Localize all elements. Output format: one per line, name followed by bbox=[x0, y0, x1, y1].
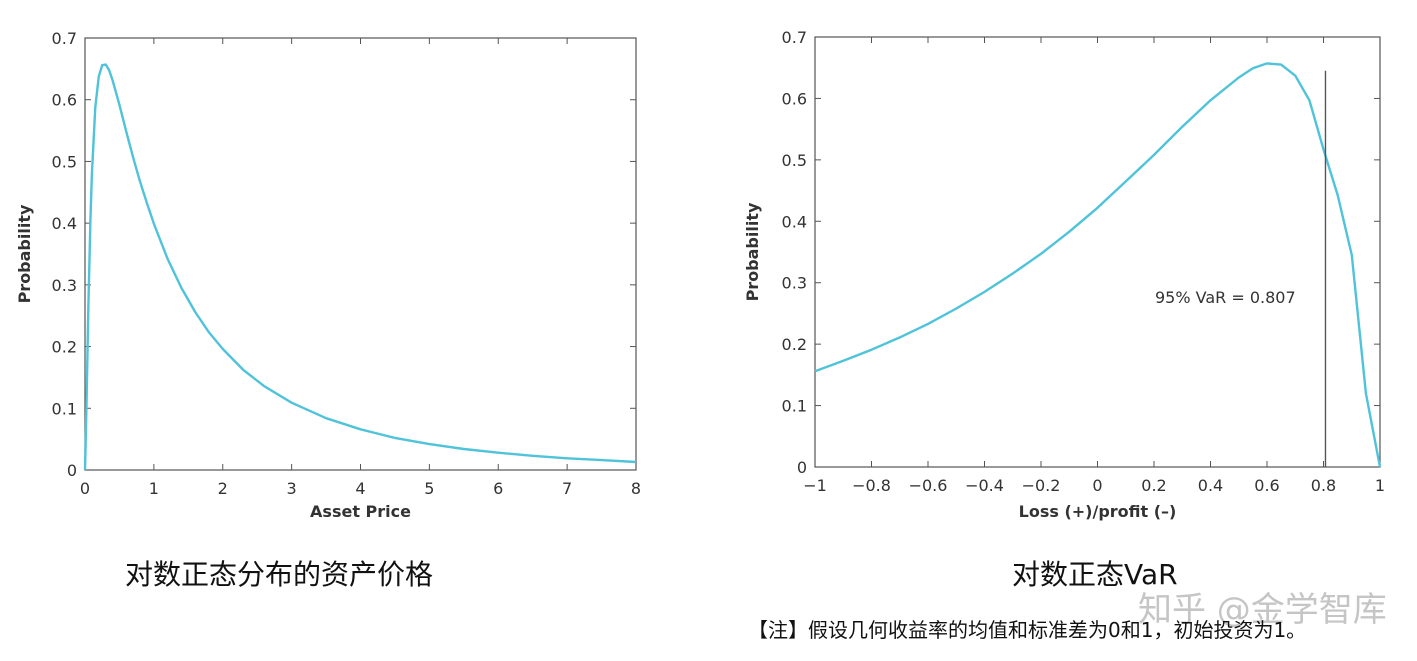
x-tick-label: −0.4 bbox=[965, 476, 1004, 495]
x-tick-label: 0.4 bbox=[1198, 476, 1223, 495]
x-tick-label: 4 bbox=[355, 479, 365, 498]
x-tick-label: −0.2 bbox=[1022, 476, 1061, 495]
y-tick-label: 0.7 bbox=[782, 28, 807, 47]
y-axis-label: Probability bbox=[743, 202, 762, 301]
plot-frame bbox=[84, 37, 637, 471]
caption-right: 对数正态VaR bbox=[1012, 558, 1178, 591]
plot-frame bbox=[814, 36, 1381, 468]
y-tick-label: 0 bbox=[797, 458, 807, 477]
footnote: 【注】假设几何收益率的均值和标准差为0和1，初始投资为1。 bbox=[748, 618, 1307, 642]
chart-lognormal-var: −1 −0.8 −0.6 −0.4 −0.2 0 0.2 0.4 0.6 0.8 1 0 0.1 0.2 0… bbox=[743, 28, 1385, 521]
y-tick-label: 0.1 bbox=[52, 399, 77, 418]
x-tick-label: −1 bbox=[803, 476, 827, 495]
var-annotation: 95% VaR = 0.807 bbox=[1155, 288, 1296, 307]
x-tick-label: 0.6 bbox=[1254, 476, 1279, 495]
x-tick-label: 1 bbox=[149, 479, 159, 498]
x-tick-label: 2 bbox=[218, 479, 228, 498]
x-tick-label: −0.6 bbox=[909, 476, 948, 495]
x-tick-label: 1 bbox=[1375, 476, 1385, 495]
x-tick-label: −0.8 bbox=[852, 476, 891, 495]
watermark: 知乎 @金学智库 bbox=[1138, 590, 1387, 630]
series-line bbox=[814, 62, 1382, 468]
y-tick-label: 0.5 bbox=[52, 152, 77, 171]
x-tick-label: 3 bbox=[287, 479, 297, 498]
x-tick-label: 0.8 bbox=[1311, 476, 1336, 495]
x-tick-label: 0.2 bbox=[1141, 476, 1166, 495]
y-tick-label: 0.2 bbox=[52, 338, 77, 357]
y-tick-label: 0.4 bbox=[782, 212, 807, 231]
y-tick-label: 0.1 bbox=[782, 397, 807, 416]
chart-asset-price: 0 1 2 3 4 5 6 7 8 0 0.1 0.2 0.3 0.4 0.5 0.6 0.7 Asset Pri… bbox=[15, 29, 641, 521]
y-tick-label: 0.4 bbox=[52, 214, 77, 233]
y-tick-label: 0.3 bbox=[52, 276, 77, 295]
y-tick-label: 0.5 bbox=[782, 151, 807, 170]
x-axis-label: Loss (+)/profit (–) bbox=[1019, 502, 1177, 521]
x-tick-label: 7 bbox=[562, 479, 572, 498]
x-tick-label: 5 bbox=[424, 479, 434, 498]
y-tick-label: 0.3 bbox=[782, 274, 807, 293]
x-axis-label: Asset Price bbox=[310, 502, 411, 521]
y-tick-label: 0.2 bbox=[782, 335, 807, 354]
series-line bbox=[83, 63, 637, 471]
x-tick-label: 0 bbox=[1092, 476, 1102, 495]
y-tick-label: 0.6 bbox=[52, 91, 77, 110]
x-tick-label: 6 bbox=[493, 479, 503, 498]
x-tick-label: 8 bbox=[631, 479, 641, 498]
y-tick-label: 0.6 bbox=[782, 89, 807, 108]
y-tick-label: 0.7 bbox=[52, 29, 77, 48]
y-axis-label: Probability bbox=[15, 204, 34, 303]
caption-left: 对数正态分布的资产价格 bbox=[125, 558, 434, 591]
x-tick-label: 0 bbox=[80, 479, 90, 498]
y-tick-label: 0 bbox=[67, 461, 77, 480]
